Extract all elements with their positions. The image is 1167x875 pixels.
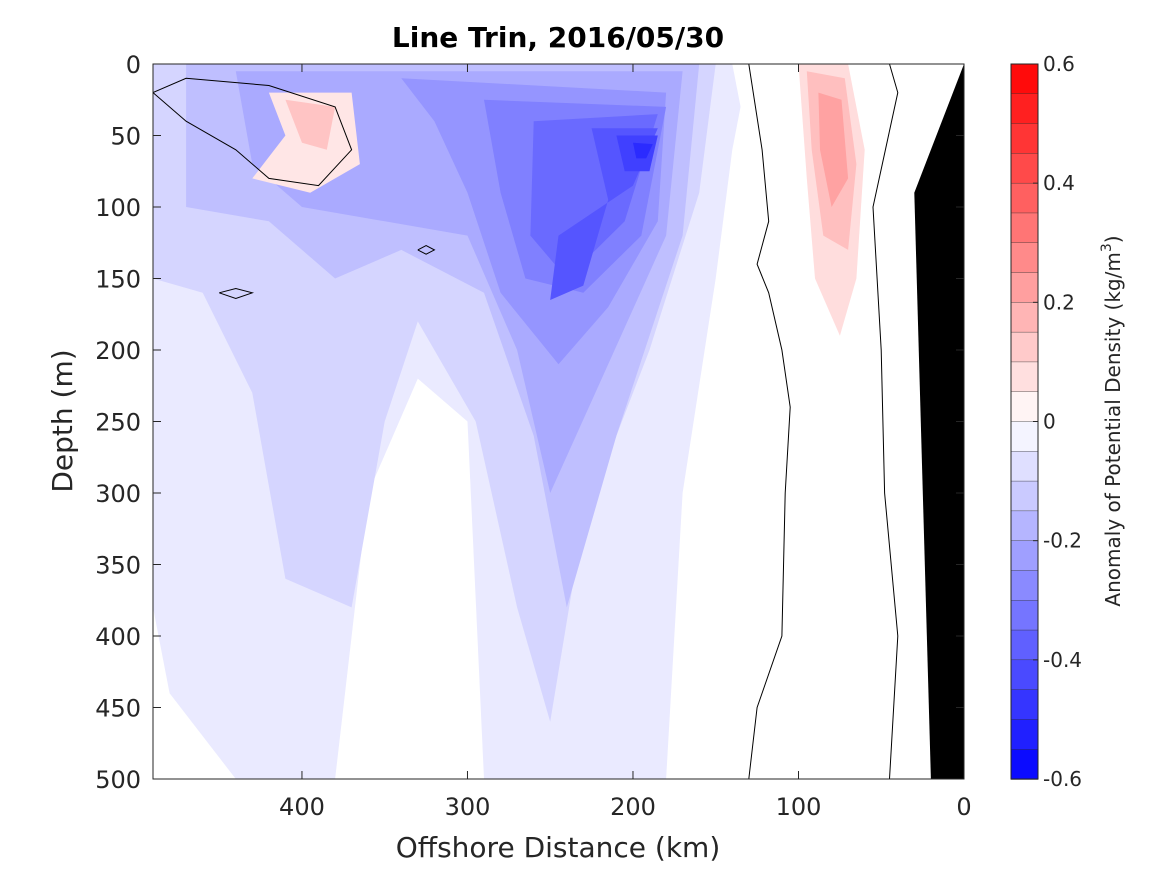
- colorbar-level: [1010, 182, 1039, 214]
- y-tick-label: 200: [95, 337, 141, 365]
- zero-contour: [417, 245, 436, 255]
- field-level: [818, 92, 849, 207]
- colorbar-level: [1010, 570, 1039, 601]
- colorbar-level: [1010, 421, 1039, 452]
- colorbar-level: [1010, 272, 1039, 304]
- field-level: [285, 99, 336, 150]
- colorbar-tick-label: 0: [1043, 410, 1056, 434]
- y-tick-label: 500: [95, 766, 141, 794]
- x-tick-label: 200: [610, 793, 656, 821]
- colorbar-tick-label: 0.6: [1043, 52, 1075, 76]
- y-tick-label: 150: [95, 266, 141, 294]
- y-tick-label: 450: [95, 695, 141, 723]
- colorbar-level: [1010, 540, 1039, 572]
- x-axis-label: Offshore Distance (km): [396, 831, 721, 864]
- anomaly-field: [153, 64, 923, 779]
- y-tick-label: 100: [95, 194, 141, 222]
- zero-contour: [219, 287, 255, 300]
- zero-contours: [153, 64, 899, 779]
- colorbar-level: [1010, 749, 1039, 780]
- colorbar-label: Anomaly of Potential Density (kg/m3): [1099, 235, 1125, 606]
- chart-title: Line Trin, 2016/05/30: [392, 21, 724, 54]
- colorbar-level: [1010, 719, 1039, 750]
- colorbar-level: [1010, 302, 1039, 333]
- x-tick-label: 300: [445, 793, 491, 821]
- colorbar-level: [1010, 212, 1039, 244]
- zero-contour: [872, 64, 899, 779]
- colorbar-level: [1010, 153, 1039, 184]
- colorbar: [1010, 63, 1039, 780]
- colorbar-level: [1010, 391, 1039, 423]
- colorbar-ticks: 0.6 0.4 0.2 0 -0.2 -0.4 -0.6: [1033, 52, 1082, 791]
- zero-contour: [153, 77, 353, 187]
- colorbar-level: [1010, 600, 1039, 631]
- colorbar-level: [1010, 689, 1039, 721]
- colorbar-level: [1010, 510, 1039, 542]
- colorbar-tick-label: 0.4: [1043, 171, 1075, 195]
- plot-area: [152, 63, 965, 780]
- colorbar-tick-label: -0.4: [1043, 648, 1082, 672]
- y-axis-label: Depth (m): [46, 349, 79, 492]
- colorbar-tick-label: 0.2: [1043, 290, 1075, 314]
- bathymetry: [914, 64, 964, 779]
- colorbar-level: [1010, 480, 1039, 512]
- y-axis: 0 50 100 150 200 250 300 350 400 450 500: [95, 51, 964, 794]
- zero-contour: [748, 64, 791, 779]
- x-tick-label: 100: [776, 793, 822, 821]
- colorbar-level: [1010, 93, 1039, 125]
- y-tick-label: 300: [95, 480, 141, 508]
- field-level: [633, 142, 653, 159]
- colorbar-level: [1010, 123, 1039, 155]
- y-tick-label: 250: [95, 409, 141, 437]
- x-tick-label: 400: [279, 793, 325, 821]
- y-tick-label: 400: [95, 623, 141, 651]
- colorbar-level: [1010, 659, 1039, 691]
- colorbar-level: [1010, 242, 1039, 274]
- y-tick-label: 350: [95, 552, 141, 580]
- colorbar-level: [1010, 361, 1039, 393]
- colorbar-level: [1010, 629, 1039, 661]
- colorbar-level: [1010, 63, 1039, 95]
- x-tick-label: 0: [956, 793, 971, 821]
- y-tick-label: 0: [126, 51, 141, 79]
- y-tick-label: 50: [110, 123, 141, 151]
- colorbar-tick-label: -0.2: [1043, 529, 1082, 553]
- x-axis: 400 300 200 100 0: [279, 64, 972, 821]
- colorbar-level: [1010, 451, 1039, 482]
- colorbar-level: [1010, 331, 1039, 363]
- colorbar-tick-label: -0.6: [1043, 767, 1082, 791]
